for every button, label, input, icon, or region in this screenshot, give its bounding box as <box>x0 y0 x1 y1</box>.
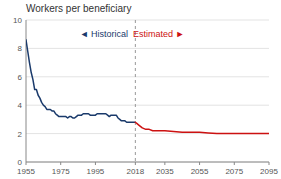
x-tick-label: 2018 <box>126 167 144 176</box>
grid-line <box>26 162 269 163</box>
x-tick-label: 2075 <box>225 167 243 176</box>
y-tick-label: 8 <box>18 44 23 53</box>
plot-area <box>26 20 269 162</box>
x-tick-label: 1975 <box>52 167 70 176</box>
series-line <box>26 40 135 122</box>
y-tick-label: 0 <box>18 158 23 167</box>
y-tick-label: 10 <box>13 16 22 25</box>
legend-entry: ◄ Historical <box>80 29 128 39</box>
x-axis <box>26 162 269 163</box>
grid-line <box>26 20 269 21</box>
x-tick-label: 2055 <box>191 167 209 176</box>
y-tick-label: 2 <box>18 130 23 139</box>
x-tick-label: 1995 <box>87 167 105 176</box>
y-tick-label: 4 <box>18 101 23 110</box>
title: Workers per beneficiary <box>26 3 131 14</box>
chart: 0 2 4 6 8 10 1955 1975 1995 2018 2035 2055 2075 2095 ◄… <box>0 0 281 179</box>
x-tick-label: 1955 <box>17 167 35 176</box>
legend-entry: Estimated ► <box>133 29 184 39</box>
x-tick-label: 2035 <box>156 167 174 176</box>
grid-line <box>26 105 269 106</box>
grid-line <box>26 48 269 49</box>
divider-line <box>135 20 136 162</box>
y-tick-label: 6 <box>18 73 23 82</box>
series-line <box>135 122 269 133</box>
grid-line <box>26 76 269 77</box>
x-tick-label: 2095 <box>260 167 278 176</box>
